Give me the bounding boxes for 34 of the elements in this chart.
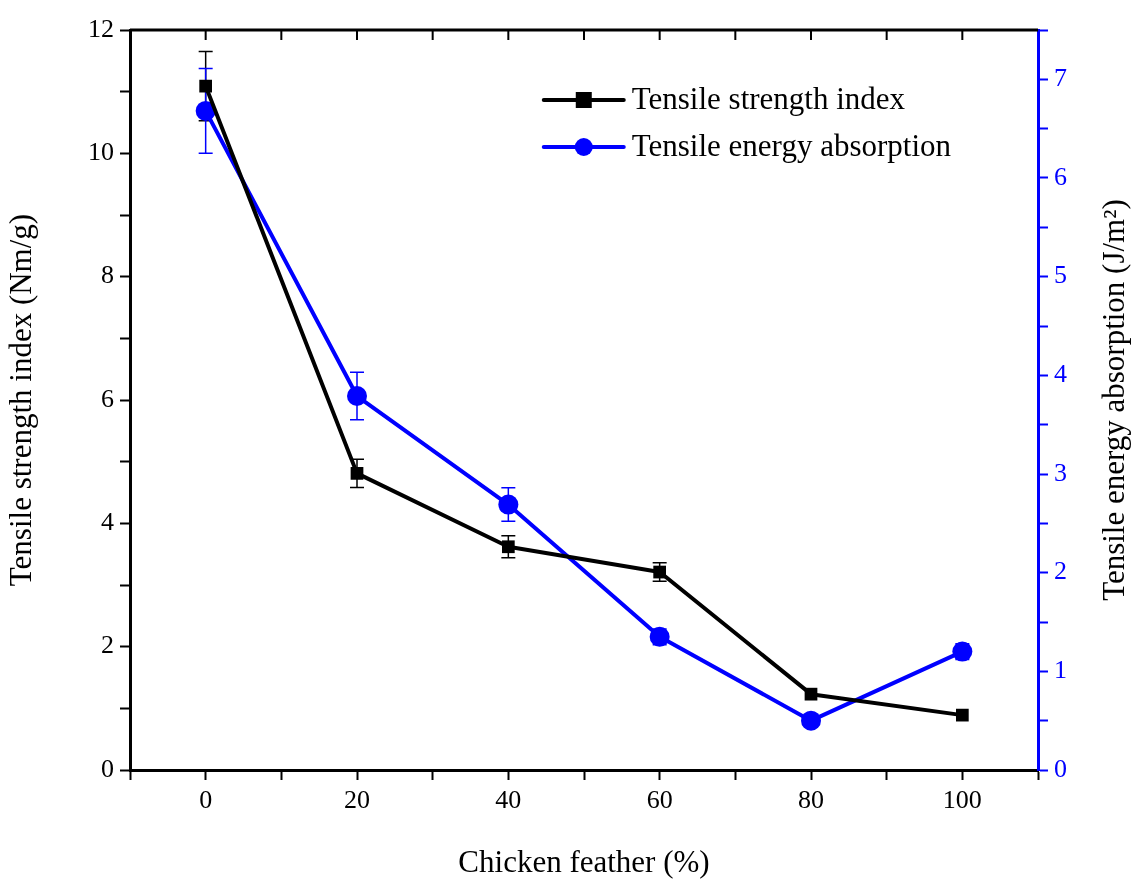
point: [199, 79, 213, 93]
y-tick-label: 2: [101, 630, 114, 660]
point: [498, 494, 519, 515]
y-tick-label: 8: [101, 260, 114, 290]
point: [804, 687, 818, 701]
y2-tick-label: 4: [1054, 359, 1067, 389]
x-axis-title: Chicken feather (%): [458, 843, 710, 879]
point: [501, 540, 515, 554]
y2-tick-label: 5: [1054, 260, 1067, 290]
y-tick-label: 10: [88, 137, 114, 167]
point: [347, 386, 367, 407]
legend-label: Tensile strength index: [631, 81, 906, 117]
y2-tick-label: 1: [1054, 655, 1067, 685]
y2-tick-label: 6: [1054, 161, 1067, 191]
y-tick-label: 0: [101, 753, 114, 783]
point: [801, 710, 821, 731]
y2-tick-label: 3: [1054, 457, 1067, 487]
legend-label: Tensile energy absorption: [631, 128, 952, 164]
y2-tick-label: 0: [1054, 753, 1067, 783]
y2-axis-title: Tensile energy absorption (J/m²): [1096, 199, 1132, 601]
y2-tick-label: 2: [1054, 556, 1067, 586]
point: [350, 467, 364, 480]
y2-tick-label: 7: [1054, 63, 1067, 93]
x-tick-label: 20: [344, 785, 370, 815]
y-axis-title: Tensile strength index (Nm/g): [2, 213, 38, 587]
y-tick-label: 12: [88, 13, 114, 43]
x-tick-label: 0: [199, 785, 213, 815]
x-tick-label: 40: [495, 785, 522, 815]
y-tick-label: 6: [101, 383, 114, 413]
x-tick-label: 80: [798, 785, 824, 815]
x-tick-label: 60: [646, 785, 673, 815]
point: [955, 708, 969, 722]
y-tick-label: 4: [101, 507, 114, 537]
x-tick-label: 100: [942, 785, 982, 815]
